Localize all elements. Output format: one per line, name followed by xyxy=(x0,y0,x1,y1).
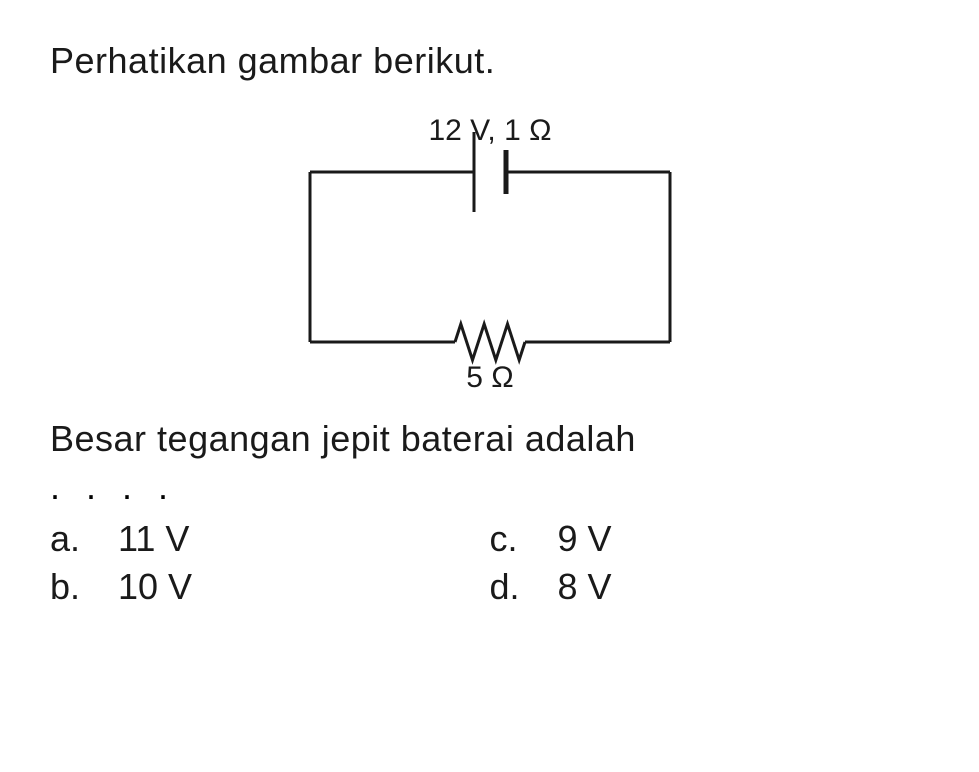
circuit-container: 12 V, 1 Ω 5 Ω xyxy=(50,92,929,392)
option-c-text: 9 V xyxy=(558,518,612,560)
option-b-letter: b. xyxy=(50,566,90,608)
option-c-letter: c. xyxy=(490,518,530,560)
svg-text:12 V, 1 Ω: 12 V, 1 Ω xyxy=(428,114,551,147)
option-d: d. 8 V xyxy=(490,566,930,608)
option-b-text: 10 V xyxy=(118,566,192,608)
circuit-diagram: 12 V, 1 Ω 5 Ω xyxy=(250,92,730,392)
option-a-letter: a. xyxy=(50,518,90,560)
option-a-text: 11 V xyxy=(118,518,189,560)
title-text: Perhatikan gambar berikut. xyxy=(50,40,929,82)
question-text: Besar tegangan jepit baterai adalah xyxy=(50,412,929,466)
option-d-text: 8 V xyxy=(558,566,612,608)
option-d-letter: d. xyxy=(490,566,530,608)
options-grid: a. 11 V c. 9 V b. 10 V d. 8 V xyxy=(50,518,929,608)
svg-text:5 Ω: 5 Ω xyxy=(466,361,513,392)
option-b: b. 10 V xyxy=(50,566,490,608)
option-a: a. 11 V xyxy=(50,518,490,560)
option-c: c. 9 V xyxy=(490,518,930,560)
ellipsis-dots: . . . . xyxy=(50,466,929,508)
